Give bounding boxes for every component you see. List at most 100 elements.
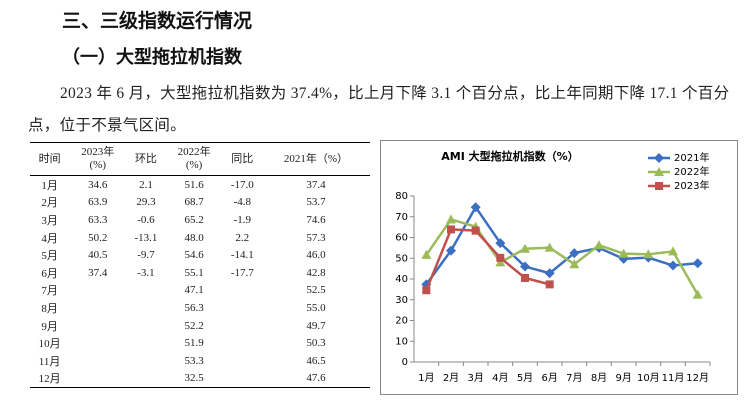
- header-text: 2021年（%）: [283, 152, 349, 165]
- table-cell: [69, 334, 126, 352]
- table-cell: 47.6: [261, 369, 370, 389]
- marker: [569, 248, 580, 259]
- table-cell: 63.3: [88, 213, 108, 226]
- marker: [569, 259, 580, 269]
- x-tick-label: 6月: [541, 372, 557, 384]
- table-cell: [69, 369, 127, 389]
- header-text: 2022年: [177, 146, 211, 158]
- chart-title: AMI 大型拖拉机指数（%）: [441, 149, 578, 163]
- header-cell: 2023年 (%): [69, 142, 127, 176]
- x-tick-label: 5月: [517, 372, 533, 384]
- marker: [692, 258, 703, 269]
- table-cell: 7月: [41, 285, 58, 298]
- marker: [495, 238, 506, 249]
- table-row: 5月 40.5 -9.7 54.6 -14.1 46.0: [30, 246, 370, 264]
- table-cell: -4.8: [233, 196, 251, 209]
- header-text: 时间: [38, 152, 61, 165]
- table-cell: 34.6: [88, 178, 108, 191]
- header-cell: 时间: [30, 142, 70, 176]
- table-cell: 47.1: [184, 284, 204, 297]
- table-cell: [126, 369, 166, 389]
- table-row: 1月 34.6 2.1 51.6 -17.0 37.4: [30, 176, 370, 194]
- y-tick-label: 50: [395, 253, 408, 264]
- data-table: 时间 2023年 (%) 环比 2022年 (%) 同比 2021年（%） 1月 34.6 2.1 5…: [30, 142, 370, 389]
- x-tick-label: 3月: [467, 372, 483, 384]
- header-text: (%): [89, 159, 107, 171]
- subheading: （一）大型拖拉机指数: [62, 47, 242, 68]
- y-tick-label: 20: [395, 316, 408, 327]
- table-row: 8月 56.3 55.0: [30, 299, 370, 317]
- header-cell: 2021年（%）: [261, 142, 370, 176]
- table-cell: -9.7: [137, 249, 155, 262]
- table-cell: [126, 299, 165, 317]
- x-tick-label: 4月: [492, 372, 508, 384]
- marker: [422, 286, 431, 295]
- header-cell: 环比: [126, 142, 166, 176]
- header-cell: 同比: [222, 142, 262, 176]
- marker: [496, 253, 505, 262]
- table-cell: [223, 282, 262, 300]
- series-line: [425, 217, 699, 296]
- series-line: [425, 204, 698, 286]
- table-cell: 46.0: [306, 249, 326, 262]
- table-cell: 53.3: [184, 354, 204, 367]
- table-cell: 1月: [41, 179, 58, 192]
- marker: [668, 260, 678, 271]
- table-cell: -13.1: [134, 231, 158, 244]
- table-cell: [223, 334, 262, 352]
- table-row: 2月 63.9 29.3 68.7 -4.8 53.7: [30, 194, 370, 212]
- marker: [654, 167, 664, 176]
- y-tick-label: 80: [395, 191, 408, 202]
- table-cell: [126, 334, 165, 352]
- table-cell: 55.1: [184, 266, 204, 279]
- legend-label: 2021年: [674, 151, 709, 164]
- table-cell: -17.0: [230, 178, 254, 191]
- table-cell: [69, 299, 126, 317]
- x-tick-label: 1月: [418, 372, 434, 384]
- table-cell: 54.6: [184, 249, 204, 262]
- marker: [446, 245, 456, 256]
- x-tick-label: 12月: [686, 372, 709, 384]
- table-cell: 29.3: [136, 196, 156, 209]
- marker: [521, 273, 529, 282]
- table-cell: [223, 352, 262, 370]
- series-line: [425, 228, 550, 291]
- table-cell: 55.0: [306, 301, 326, 314]
- marker: [594, 240, 604, 250]
- table-cell: 74.6: [306, 213, 326, 226]
- table-cell: [126, 352, 165, 370]
- table-cell: 48.0: [184, 231, 204, 244]
- table-cell: 56.3: [184, 301, 204, 314]
- x-tick-label: 2月: [443, 372, 459, 384]
- marker: [692, 289, 703, 299]
- marker: [544, 242, 555, 252]
- table-cell: 40.5: [88, 249, 108, 262]
- table-cell: 49.7: [306, 319, 326, 332]
- table-cell: [69, 317, 126, 335]
- marker: [668, 246, 678, 256]
- header-cell: 2022年 (%): [165, 142, 223, 176]
- x-tick-label: 8月: [591, 372, 607, 384]
- table-cell: 32.5: [165, 369, 223, 389]
- table-cell: 11月: [38, 355, 61, 368]
- table-cell: 50.3: [306, 337, 326, 350]
- table-cell: -17.7: [230, 266, 254, 279]
- table-cell: 52.5: [306, 284, 326, 297]
- header-text: 环比: [134, 152, 157, 165]
- table-row: 4月 50.2 -13.1 48.0 2.2 57.3: [30, 229, 370, 247]
- marker: [618, 248, 629, 258]
- header-text: 2023年: [81, 146, 115, 158]
- marker: [471, 226, 480, 235]
- table-cell: [126, 282, 165, 300]
- y-tick-label: 10: [395, 336, 408, 347]
- table-cell: 51.9: [184, 337, 204, 350]
- table-row: 10月 51.9 50.3: [30, 334, 370, 352]
- header-text: 同比: [231, 152, 254, 165]
- table-cell: -14.1: [230, 249, 254, 262]
- chart-frame: [380, 140, 738, 395]
- table-row: 9月 52.2 49.7: [30, 317, 370, 335]
- marker: [544, 268, 555, 279]
- table-cell: [69, 282, 126, 300]
- table-cell: 8月: [41, 302, 58, 315]
- heading: 三、三级指数运行情况: [62, 10, 253, 32]
